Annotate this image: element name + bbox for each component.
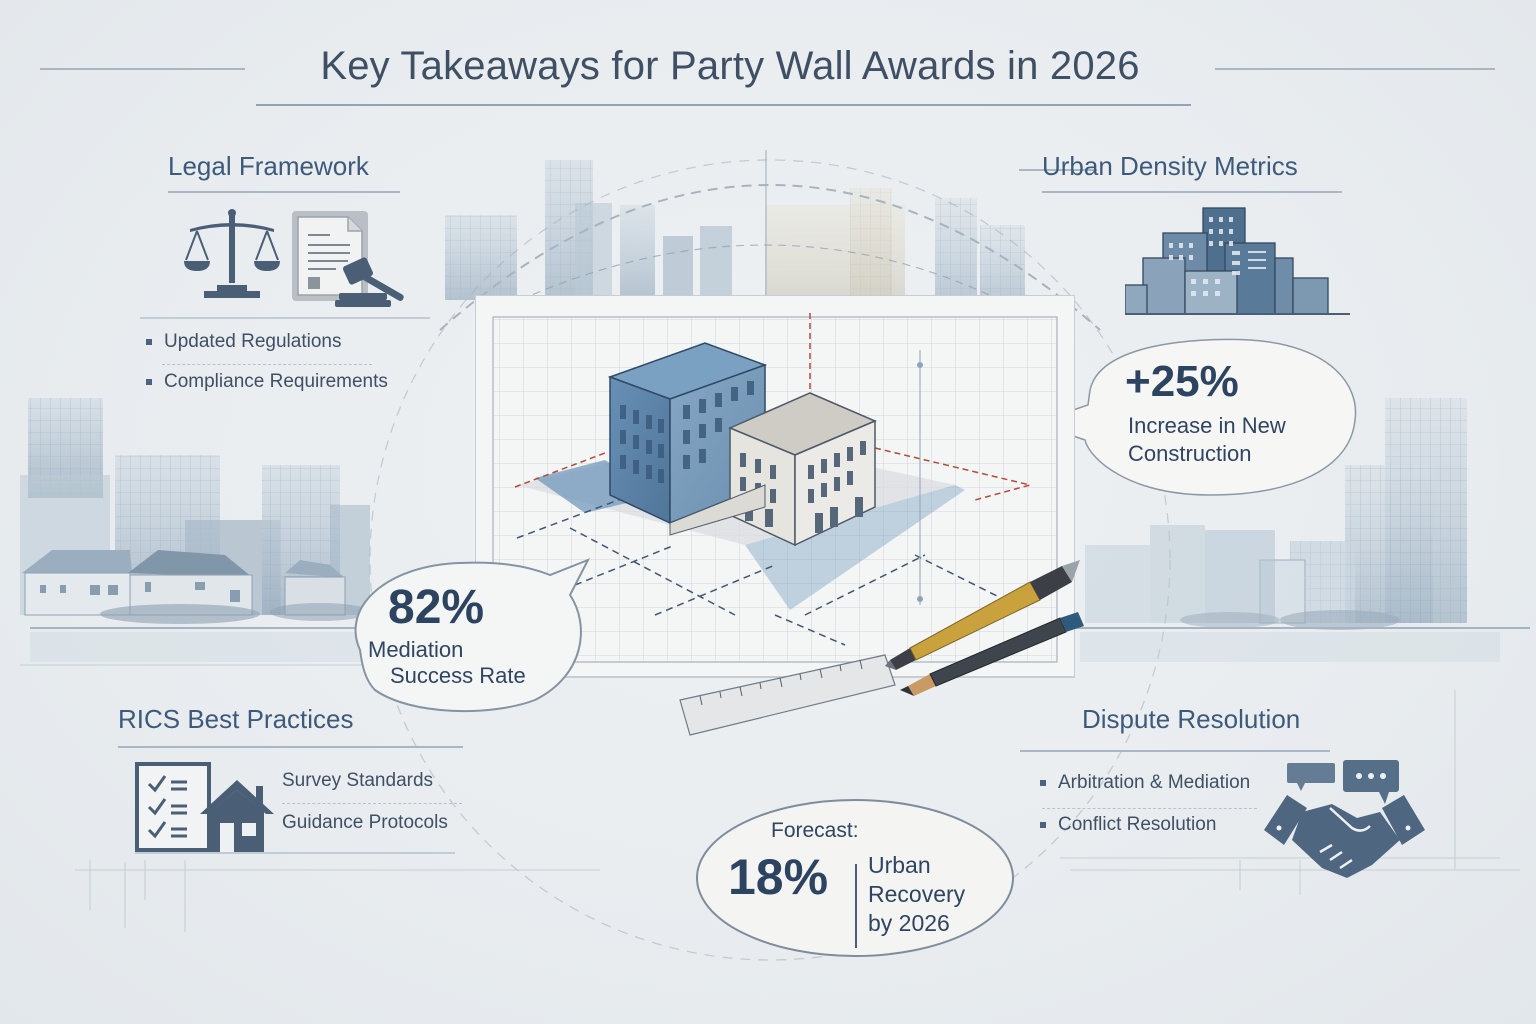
list-item: Survey Standards [282,770,434,791]
stat-bubble-forecast: Forecast: 18% Urban Recovery by 2026 [693,792,1018,960]
heading-rule-left [1019,169,1097,171]
list-item: Conflict Resolution [1040,814,1216,836]
list-item: Updated Regulations [146,331,341,353]
stat-value: +25% [1125,357,1239,406]
stat-bubble-construction: +25% Increase in New Construction [1030,335,1360,500]
stat-label-line2: Recovery [868,881,966,907]
gavel-icon [335,257,404,307]
heading-rule [168,191,400,193]
list-item-label: Arbitration & Mediation [1058,772,1251,793]
list-item-label: Compliance Requirements [164,371,388,392]
pen-icon [885,560,1080,670]
page-title: Key Takeaways for Party Wall Awards in 2… [320,44,1140,88]
vertical-divider [855,864,857,948]
list-item-label: Conflict Resolution [1058,814,1217,835]
scales-of-justice-icon [184,209,280,298]
bullet-icon [1040,822,1046,828]
speech-bubble-shape [354,558,591,713]
handshake-icon [1264,795,1425,878]
ruler-icon [679,654,896,736]
bullet-icon [146,339,152,345]
list-item-label: Updated Regulations [164,331,342,352]
dashed-divider [162,364,372,365]
section-heading: Legal Framework [168,151,369,181]
speech-bubble-icon [1287,760,1399,804]
stat-label-line1: Increase in New [1128,413,1286,438]
section-heading: Dispute Resolution [1082,704,1301,734]
house-icon [200,780,274,852]
icons-rule [140,317,430,319]
dashed-divider [1042,808,1257,809]
stat-value: 18% [728,849,829,905]
stat-label-line2: Success Rate [390,663,526,688]
speech-bubble-shape [1032,338,1357,496]
stat-label-line1: Urban [868,852,931,878]
title-rule-left [40,68,245,70]
section-legal-framework: Legal Framework [140,145,460,405]
stat-bubble-mediation: 82% Mediation Success Rate [330,555,595,715]
section-heading: Urban Density Metrics [1042,151,1298,181]
bullet-icon [1040,780,1046,786]
stat-label-line1: Mediation [368,637,464,662]
forecast-label: Forecast: [771,819,859,842]
title-rule-right [1215,68,1495,70]
base-rule [135,852,455,854]
dashed-divider [282,803,462,804]
title-bar: Key Takeaways for Party Wall Awards in 2… [0,36,1536,116]
list-item: Compliance Requirements [146,371,388,393]
section-dispute: Dispute Resolution Arbitration & Mediati… [1020,700,1440,880]
stat-label-line3: by 2026 [868,910,950,936]
stat-label-line2: Construction [1128,441,1252,466]
title-underline [256,104,1191,106]
list-item: Guidance Protocols [282,812,448,833]
heading-rule [1020,750,1330,752]
heading-rule [118,746,463,748]
pencil-icon [900,612,1084,696]
heading-rule [1042,191,1342,193]
list-item: Arbitration & Mediation [1040,772,1250,794]
city-buildings-icon [1125,207,1350,315]
section-rics: RICS Best Practices Survey Standards Gui… [110,700,480,860]
section-urban-density: Urban Density Metrics [1019,145,1360,315]
drafting-tools [679,560,1084,736]
section-heading: RICS Best Practices [118,704,354,734]
stat-value: 82% [388,581,485,634]
bullet-icon [146,379,152,385]
checklist-icon [135,762,211,852]
